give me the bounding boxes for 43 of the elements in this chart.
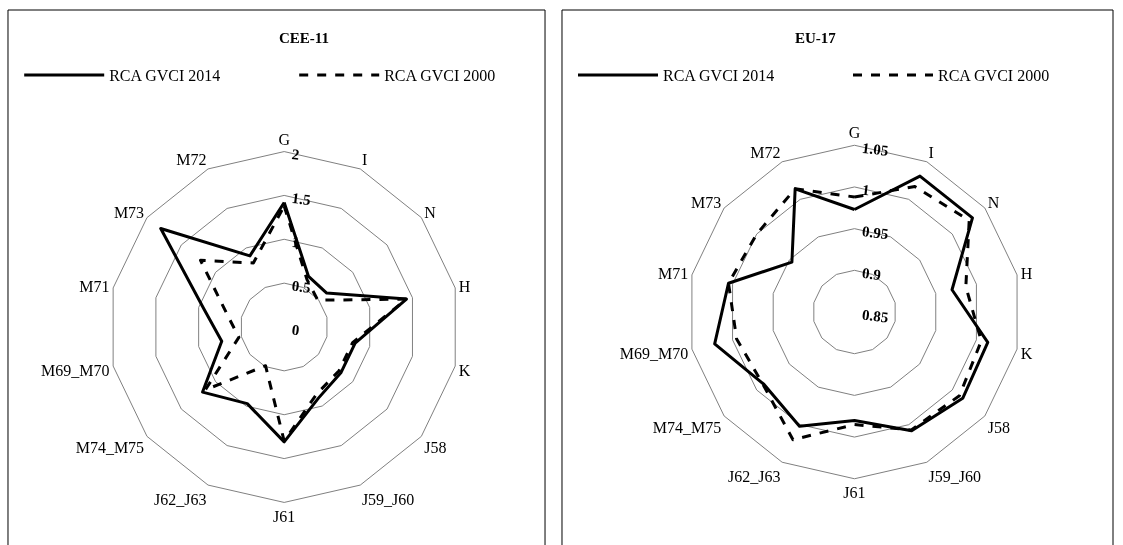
- legend-label: RCA GVCI 2014: [663, 67, 775, 85]
- spoke-label: K: [1020, 344, 1033, 362]
- spoke-label: M73: [113, 203, 145, 221]
- spoke-label: M71: [658, 264, 689, 282]
- spoke-label: M72: [750, 143, 781, 161]
- chart-title: EU-17: [795, 30, 837, 46]
- y-tick-label: 0.95: [861, 223, 890, 243]
- y-tick-label: 2: [290, 146, 301, 163]
- spoke-label: H: [458, 277, 471, 295]
- chart-title: CEE-11: [279, 30, 330, 46]
- y-tick-label: 0.5: [290, 277, 312, 296]
- legend-label: RCA GVCI 2000: [384, 67, 496, 85]
- spoke-label: J58: [424, 439, 447, 457]
- y-tick-label: 0.9: [861, 264, 882, 284]
- spoke-label: J62_J63: [154, 491, 207, 509]
- spoke-label: J61: [273, 508, 296, 526]
- spoke-label: J61: [843, 484, 866, 502]
- spoke-label: G: [848, 124, 861, 142]
- spoke-label: J58: [987, 418, 1010, 436]
- spoke-label: M73: [690, 194, 722, 212]
- spoke-label: I: [361, 151, 368, 169]
- legend-label: RCA GVCI 2000: [938, 67, 1050, 85]
- y-tick-label: 1: [861, 181, 871, 199]
- y-tick-label: 1.05: [861, 139, 890, 159]
- spoke-label: J62_J63: [728, 468, 781, 486]
- spoke-label: N: [424, 203, 437, 221]
- spoke-label: J59_J60: [928, 468, 981, 486]
- spoke-label: M71: [79, 277, 110, 295]
- spoke-label: N: [987, 194, 1000, 212]
- spoke-label: G: [278, 130, 291, 148]
- spoke-label: M74_M75: [75, 439, 145, 457]
- spoke-label: M72: [176, 151, 207, 169]
- spoke-label: M74_M75: [652, 418, 722, 436]
- spoke-label: J59_J60: [361, 491, 415, 509]
- spoke-label: M69_M70: [619, 344, 689, 362]
- spoke-label: K: [458, 361, 471, 379]
- spoke-label: I: [928, 143, 934, 161]
- y-tick-label: 1.5: [290, 189, 312, 209]
- spoke-label: M69_M70: [41, 361, 110, 379]
- y-tick-label: 0: [290, 321, 301, 339]
- y-tick-label: 0.85: [861, 306, 890, 326]
- legend-label: RCA GVCI 2014: [109, 67, 221, 85]
- spoke-label: H: [1020, 264, 1033, 282]
